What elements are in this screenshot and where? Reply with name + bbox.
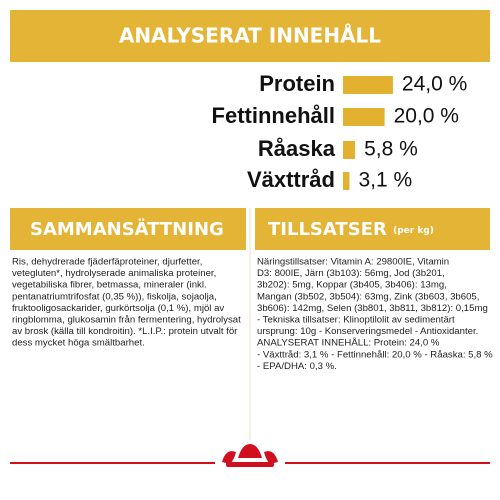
composition-text: vetegluten*, hydrolyserade animaliska pr…: [12, 268, 216, 279]
category-label: Fettinnehåll: [212, 103, 335, 128]
composition-text: ringblomma, glukosamin från fermentering…: [12, 315, 241, 326]
additives-text: D3: 800IE, Järn (3b103): 56mg, Jod (3b20…: [257, 268, 445, 279]
bar: [343, 76, 393, 94]
value-label: 20,0 %: [394, 105, 459, 128]
logo: [222, 444, 278, 467]
composition-text: fruktooligosackarider, gurkörtsolja (0,1…: [12, 303, 224, 314]
title: ANALYSERAT INNEHÅLL: [119, 24, 381, 48]
composition-text: pentanatriumtrifosfat (0,35 %)), fiskolj…: [12, 291, 217, 302]
additives-subtitle: (per kg): [393, 226, 434, 236]
additives-heading: TILLSATSER: [268, 219, 387, 240]
category-label: Växttråd: [247, 167, 335, 192]
composition-text: vegetabiliska fibrer, betmassa, minerale…: [12, 280, 207, 291]
additives-text: Näringstillsatser: Vitamin A: 29800IE, V…: [257, 257, 449, 268]
additives-text: - Växttråd: 3,1 % - Fettinnehåll: 20,0 %…: [257, 349, 493, 360]
title-banner: [10, 10, 490, 62]
bar: [343, 108, 385, 126]
composition-title: SAMMANSÄTTNING: [30, 218, 224, 240]
bar: [343, 172, 350, 190]
additives-text: ANALYSERAT INNEHÅLL: Protein: 24,0 %: [257, 338, 440, 349]
composition-banner: [10, 208, 246, 250]
additives-title: TILLSATSER (per kg): [268, 219, 434, 240]
value-label: 5,8 %: [364, 138, 418, 161]
additives-text: 3b606): 142mg, Selen (3b801, 3b811, 3b81…: [257, 303, 488, 314]
composition-text: av brosk (källa till kondroitin). *L.I.P…: [12, 326, 238, 337]
value-label: 24,0 %: [402, 73, 467, 96]
value-label: 3,1 %: [358, 169, 412, 192]
additives-text: ursprung: 10g - Konserveringsmedel - Ant…: [257, 326, 478, 337]
additives-text: - Tekniska tillsatser: Klinoptilolit av …: [257, 315, 455, 326]
additives-text: - EPA/DHA: 0,3 %.: [257, 361, 337, 372]
category-label: Råaska: [258, 136, 336, 161]
composition-text: dess mycket höga smältbarhet.: [12, 338, 145, 349]
additives-text: 3b202): 5mg, Koppar (3b405, 3b406): 13mg…: [257, 280, 447, 291]
composition-text: Ris, dehydrerade fjäderfäproteiner, djur…: [12, 257, 202, 268]
bar: [343, 141, 356, 159]
additives-banner: [255, 208, 490, 250]
category-label: Protein: [259, 71, 335, 96]
additives-text: Mangan (3b502, 3b504): 63mg, Zink (3b603…: [257, 291, 479, 302]
